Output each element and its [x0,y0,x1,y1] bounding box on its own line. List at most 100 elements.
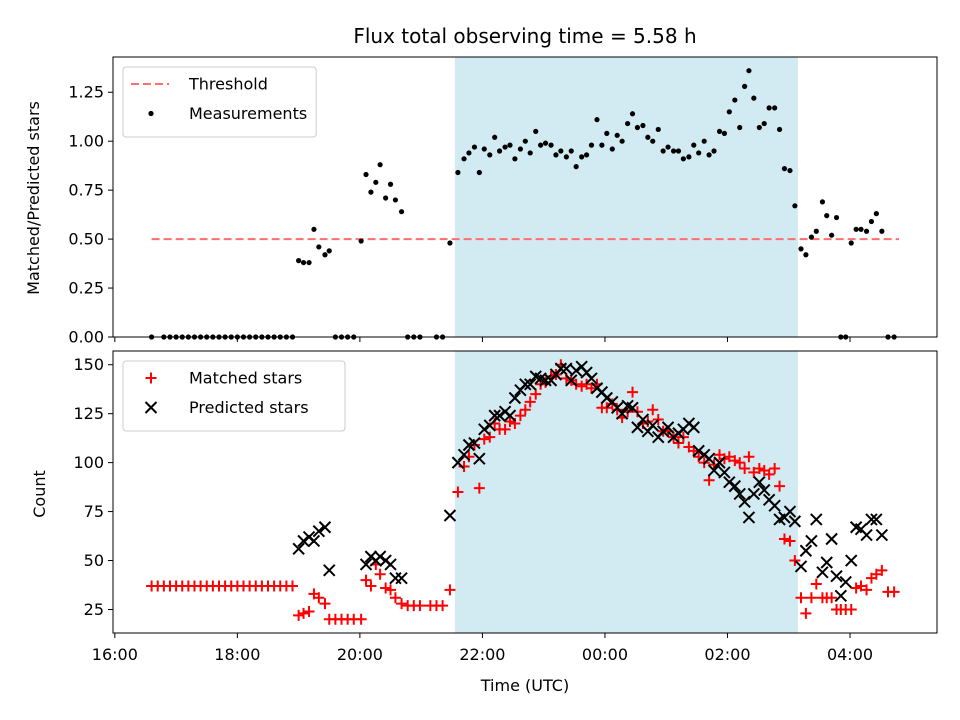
data-point [737,124,743,131]
data-point [377,162,383,168]
data-point [707,464,721,477]
y-tick-label: 75 [84,502,104,521]
data-point [860,528,873,542]
data-point [292,542,305,555]
data-point [820,556,833,569]
data-point [508,391,522,405]
data-point [538,142,544,148]
x-tick-label: 04:00 [827,645,873,664]
data-point [746,68,752,74]
data-point [444,584,456,596]
data-point [795,592,807,604]
data-point [318,521,332,534]
data-point [805,534,818,548]
legend-marker [148,110,154,117]
data-point [396,598,408,610]
data-point [787,167,793,174]
legend-label: Predicted stars [189,398,309,417]
data-point [478,433,490,445]
data-point [798,246,804,252]
data-point [870,568,882,580]
data-point [478,423,491,436]
data-point [548,142,554,148]
data-point [373,550,387,563]
axes-frame [112,56,938,338]
data-point [358,238,364,244]
data-point [627,386,639,398]
data-point [829,232,835,238]
data-point [451,456,465,469]
data-point [594,117,600,123]
data-point [726,109,732,115]
data-point [850,582,862,594]
x-tick-label: 16:00 [92,645,138,664]
data-point [599,142,605,148]
data-point [312,524,326,538]
data-point [758,483,771,497]
data-point [865,513,878,526]
data-point [853,226,859,232]
data-point [609,146,615,152]
data-point [855,580,867,592]
data-point [768,499,781,512]
data-point [503,409,517,422]
data-point [636,413,650,426]
data-point [542,140,549,146]
data-point [830,570,843,583]
data-point [729,455,741,467]
data-point [287,580,299,592]
data-point [476,169,482,176]
data-point [452,486,464,498]
data-point [522,138,528,144]
data-point [523,378,537,391]
legend: Threshold Measurements [122,66,317,138]
data-point [600,391,613,405]
legend-box [122,360,346,432]
legend-marker [145,372,157,384]
data-point [660,148,666,154]
data-point [718,466,731,479]
data-point [585,382,597,394]
data-point [766,105,772,111]
y-tick-label: 1.00 [68,132,104,151]
data-point [816,566,829,579]
data-point [447,240,453,246]
data-point [437,600,449,612]
data-point [583,152,590,158]
data-point [774,480,786,492]
data-point [326,248,332,254]
x-axis-label: Time (UTC) [480,676,569,695]
data-point [306,259,312,266]
data-point [615,407,629,420]
data-point [723,451,735,463]
data-point [363,171,369,178]
x-tick-label: 02:00 [704,645,750,664]
data-point [711,148,717,154]
data-point [794,560,808,573]
x-tick-label: 00:00 [582,645,628,664]
data-point [701,138,707,144]
data-point [784,535,796,547]
data-point [368,189,374,195]
data-point [502,144,508,150]
data-point [383,195,389,201]
data-point [553,152,559,158]
data-point [873,211,879,217]
data-point [742,511,756,524]
data-point [507,142,513,148]
data-point [414,600,426,612]
data-point [845,604,857,615]
data-point [626,401,639,414]
data-point [696,150,702,156]
y-axis-label-bottom: Count [30,470,49,518]
data-point [563,154,569,160]
data-point [680,156,686,162]
data-point [868,218,875,225]
x-tick-label: 20:00 [337,645,383,664]
data-point [655,126,661,133]
panel-ratio: 0.00 0.25 0.50 0.75 1.00 1.25 Threshold Measure… [68,56,938,347]
data-point [519,378,532,391]
data-point [743,451,755,463]
y-axis-label-top: Matched/Predicted stars [24,101,43,295]
data-point [733,487,746,501]
